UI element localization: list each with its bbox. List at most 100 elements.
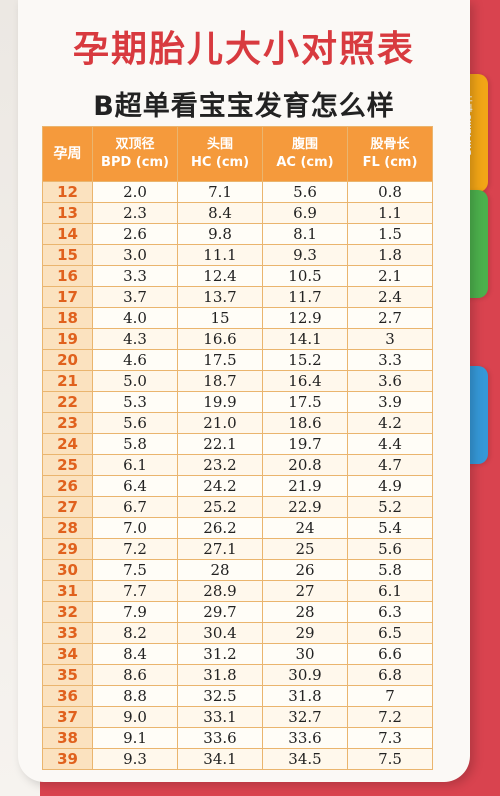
week-cell: 29: [42, 538, 93, 560]
header-hc-cn: 头围: [206, 137, 233, 152]
ac-cell: 9.3: [262, 244, 348, 266]
week-cell: 13: [42, 202, 93, 224]
bpd-cell: 7.5: [92, 559, 178, 581]
bpd-cell: 8.2: [92, 622, 178, 644]
ac-cell: 30: [262, 643, 348, 665]
fl-cell: 6.6: [347, 643, 433, 665]
hc-cell: 9.8: [177, 223, 263, 245]
hc-cell: 7.1: [177, 181, 263, 203]
ac-cell: 17.5: [262, 391, 348, 413]
hc-cell: 31.8: [177, 664, 263, 686]
header-fl-cn: 股骨长: [370, 137, 410, 152]
ac-cell: 24: [262, 517, 348, 539]
bpd-cell: 9.3: [92, 748, 178, 770]
page-subtitle: B超单看宝宝发育怎么样: [93, 91, 395, 122]
table-row: 19 4.3 16.6 14.1 3: [42, 328, 433, 350]
ac-cell: 21.9: [262, 475, 348, 497]
week-cell: 37: [42, 706, 93, 728]
fl-cell: 4.9: [347, 475, 433, 497]
ac-cell: 6.9: [262, 202, 348, 224]
week-cell: 21: [42, 370, 93, 392]
hc-cell: 17.5: [177, 349, 263, 371]
week-cell: 17: [42, 286, 93, 308]
bpd-cell: 2.3: [92, 202, 178, 224]
bpd-cell: 8.4: [92, 643, 178, 665]
hc-cell: 33.6: [177, 727, 263, 749]
table-row: 30 7.5 28 26 5.8: [42, 559, 433, 581]
header-ac: 腹围 AC (cm): [262, 126, 348, 182]
hc-cell: 13.7: [177, 286, 263, 308]
week-cell: 38: [42, 727, 93, 749]
bpd-cell: 8.6: [92, 664, 178, 686]
ac-cell: 10.5: [262, 265, 348, 287]
ac-cell: 15.2: [262, 349, 348, 371]
table-row: 16 3.3 12.4 10.5 2.1: [42, 265, 433, 287]
fl-cell: 3.6: [347, 370, 433, 392]
week-cell: 35: [42, 664, 93, 686]
table-row: 26 6.4 24.2 21.9 4.9: [42, 475, 433, 497]
week-cell: 33: [42, 622, 93, 644]
week-cell: 34: [42, 643, 93, 665]
table-header-row: 孕周 双顶径 BPD (cm) 头围 HC (cm) 腹围 AC (cm) 股骨…: [42, 126, 433, 182]
fl-cell: 6.5: [347, 622, 433, 644]
ac-cell: 30.9: [262, 664, 348, 686]
week-cell: 39: [42, 748, 93, 770]
table-row: 29 7.2 27.1 25 5.6: [42, 538, 433, 560]
ac-cell: 18.6: [262, 412, 348, 434]
hc-cell: 8.4: [177, 202, 263, 224]
week-cell: 23: [42, 412, 93, 434]
table-row: 35 8.6 31.8 30.9 6.8: [42, 664, 433, 686]
week-cell: 19: [42, 328, 93, 350]
table-row: 17 3.7 13.7 11.7 2.4: [42, 286, 433, 308]
hc-cell: 28: [177, 559, 263, 581]
hc-cell: 30.4: [177, 622, 263, 644]
hc-cell: 23.2: [177, 454, 263, 476]
fl-cell: 2.4: [347, 286, 433, 308]
fl-cell: 3: [347, 328, 433, 350]
ac-cell: 8.1: [262, 223, 348, 245]
week-cell: 14: [42, 223, 93, 245]
ac-cell: 12.9: [262, 307, 348, 329]
week-cell: 22: [42, 391, 93, 413]
hc-cell: 32.5: [177, 685, 263, 707]
header-bpd-cn: 双顶径: [115, 137, 155, 152]
ac-cell: 25: [262, 538, 348, 560]
week-cell: 16: [42, 265, 93, 287]
hc-cell: 11.1: [177, 244, 263, 266]
table-row: 32 7.9 29.7 28 6.3: [42, 601, 433, 623]
header-week-label: 孕周: [53, 146, 82, 162]
page-title: 孕期胎儿大小对照表: [72, 29, 415, 70]
week-cell: 12: [42, 181, 93, 203]
header-week: 孕周: [42, 126, 93, 182]
fl-cell: 1.1: [347, 202, 433, 224]
fl-cell: 0.8: [347, 181, 433, 203]
header-hc: 头围 HC (cm): [177, 126, 263, 182]
bpd-cell: 2.0: [92, 181, 178, 203]
table-body: 12 2.0 7.1 5.6 0.8 13 2.3 8.4 6.9 1.1 14 2.6 9.8 8.1 1…: [42, 181, 433, 770]
header-bpd-en: BPD (cm): [101, 155, 169, 170]
fl-cell: 2.7: [347, 307, 433, 329]
week-cell: 18: [42, 307, 93, 329]
week-cell: 27: [42, 496, 93, 518]
bpd-cell: 4.6: [92, 349, 178, 371]
fl-cell: 7.3: [347, 727, 433, 749]
fl-cell: 6.8: [347, 664, 433, 686]
bpd-cell: 6.7: [92, 496, 178, 518]
table-row: 20 4.6 17.5 15.2 3.3: [42, 349, 433, 371]
header-hc-en: HC (cm): [190, 155, 250, 170]
bpd-cell: 3.3: [92, 265, 178, 287]
hc-cell: 25.2: [177, 496, 263, 518]
table-row: 23 5.6 21.0 18.6 4.2: [42, 412, 433, 434]
week-cell: 36: [42, 685, 93, 707]
ac-cell: 29: [262, 622, 348, 644]
table-row: 27 6.7 25.2 22.9 5.2: [42, 496, 433, 518]
ac-cell: 19.7: [262, 433, 348, 455]
table-row: 25 6.1 23.2 20.8 4.7: [42, 454, 433, 476]
hc-cell: 27.1: [177, 538, 263, 560]
fl-cell: 1.8: [347, 244, 433, 266]
fl-cell: 4.2: [347, 412, 433, 434]
ac-cell: 27: [262, 580, 348, 602]
hc-cell: 29.7: [177, 601, 263, 623]
table-row: 39 9.3 34.1 34.5 7.5: [42, 748, 433, 770]
hc-cell: 24.2: [177, 475, 263, 497]
